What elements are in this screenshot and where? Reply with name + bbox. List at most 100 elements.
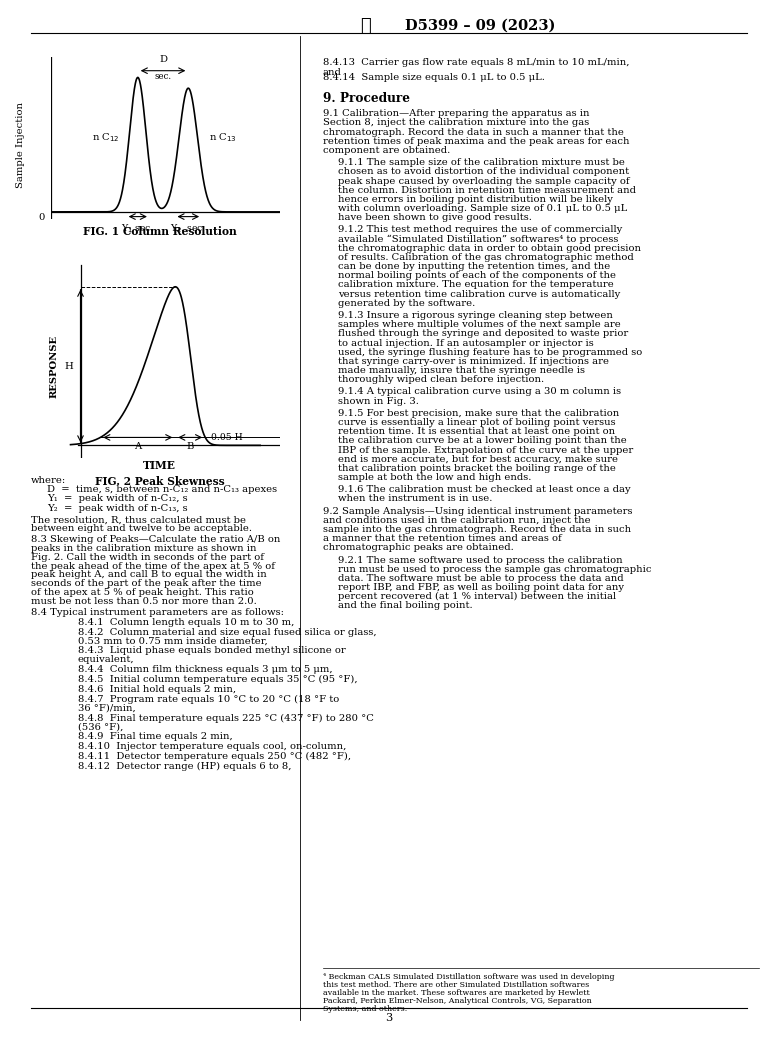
Text: curve is essentially a linear plot of boiling point versus: curve is essentially a linear plot of bo…: [338, 418, 616, 427]
Text: 0: 0: [38, 212, 45, 222]
Text: run must be used to process the sample gas chromatographic: run must be used to process the sample g…: [338, 565, 652, 574]
Text: Y$_1$ sec.: Y$_1$ sec.: [121, 223, 154, 235]
Text: H: H: [64, 361, 73, 371]
Text: versus retention time calibration curve is automatically: versus retention time calibration curve …: [338, 289, 621, 299]
Text: made manually, insure that the syringe needle is: made manually, insure that the syringe n…: [338, 366, 585, 375]
Text: 9.1.6 The calibration must be checked at least once a day: 9.1.6 The calibration must be checked at…: [338, 485, 631, 494]
Text: thoroughly wiped clean before injection.: thoroughly wiped clean before injection.: [338, 375, 545, 384]
Text: 8.4.4  Column film thickness equals 3 μm to 5 μm,: 8.4.4 Column film thickness equals 3 μm …: [78, 665, 332, 675]
Text: and: and: [323, 68, 342, 77]
Text: normal boiling points of each of the components of the: normal boiling points of each of the com…: [338, 272, 616, 280]
Text: 9.1.3 Insure a rigorous syringe cleaning step between: 9.1.3 Insure a rigorous syringe cleaning…: [338, 311, 613, 320]
Text: available in the market. These softwares are marketed by Hewlett: available in the market. These softwares…: [323, 989, 590, 997]
Text: 9.1.4 A typical calibration curve using a 30 m column is: 9.1.4 A typical calibration curve using …: [338, 387, 622, 397]
Text: where:: where:: [31, 476, 66, 485]
Text: this test method. There are other Simulated Distillation softwares: this test method. There are other Simula…: [323, 981, 589, 989]
Text: FIG. 1 Column Resolution: FIG. 1 Column Resolution: [82, 226, 237, 237]
Text: 9. Procedure: 9. Procedure: [323, 92, 410, 104]
Text: Y₂  =  peak width of n-C₁₃, s: Y₂ = peak width of n-C₁₃, s: [47, 504, 187, 513]
Text: flushed through the syringe and deposited to waste prior: flushed through the syringe and deposite…: [338, 329, 629, 338]
Text: of results. Calibration of the gas chromatographic method: of results. Calibration of the gas chrom…: [338, 253, 634, 262]
Text: must be not less than 0.5 nor more than 2.0.: must be not less than 0.5 nor more than …: [31, 598, 257, 606]
Text: Y$_2$. sec.: Y$_2$. sec.: [170, 223, 206, 235]
Text: 8.4 Typical instrument parameters are as follows:: 8.4 Typical instrument parameters are as…: [31, 608, 284, 617]
Text: retention time. It is essential that at least one point on: retention time. It is essential that at …: [338, 427, 615, 436]
Text: available “Simulated Distillation” softwares⁴ to process: available “Simulated Distillation” softw…: [338, 234, 619, 244]
Text: (536 °F),: (536 °F),: [78, 722, 123, 732]
Text: IBP of the sample. Extrapolation of the curve at the upper: IBP of the sample. Extrapolation of the …: [338, 446, 633, 455]
Text: used, the syringe flushing feature has to be programmed so: used, the syringe flushing feature has t…: [338, 348, 643, 357]
Text: generated by the software.: generated by the software.: [338, 299, 475, 308]
Text: Sample Injection: Sample Injection: [16, 102, 25, 187]
Text: n C$_{13}$: n C$_{13}$: [209, 131, 237, 145]
Text: Fig. 2. Call the width in seconds of the part of: Fig. 2. Call the width in seconds of the…: [31, 553, 264, 562]
Text: n C$_{12}$: n C$_{12}$: [92, 131, 119, 145]
Text: when the instrument is in use.: when the instrument is in use.: [338, 494, 492, 504]
Text: that calibration points bracket the boiling range of the: that calibration points bracket the boil…: [338, 464, 616, 473]
Text: end is more accurate, but for best accuracy, make sure: end is more accurate, but for best accur…: [338, 455, 619, 463]
Text: Y₁  =  peak width of n-C₁₂, s: Y₁ = peak width of n-C₁₂, s: [47, 494, 187, 504]
Text: sample at both the low and high ends.: sample at both the low and high ends.: [338, 473, 532, 482]
Text: FIG. 2 Peak Skewness: FIG. 2 Peak Skewness: [95, 476, 224, 487]
Text: shown in Fig. 3.: shown in Fig. 3.: [338, 397, 419, 406]
Text: 8.4.6  Initial hold equals 2 min,: 8.4.6 Initial hold equals 2 min,: [78, 685, 236, 694]
Text: peaks in the calibration mixture as shown in: peaks in the calibration mixture as show…: [31, 543, 257, 553]
Text: a manner that the retention times and areas of: a manner that the retention times and ar…: [323, 534, 562, 543]
Text: equivalent,: equivalent,: [78, 656, 135, 664]
Text: calibration mixture. The equation for the temperature: calibration mixture. The equation for th…: [338, 280, 614, 289]
Text: B: B: [187, 441, 194, 451]
Text: 8.4.1  Column length equals 10 m to 30 m,: 8.4.1 Column length equals 10 m to 30 m,: [78, 618, 294, 627]
Text: samples where multiple volumes of the next sample are: samples where multiple volumes of the ne…: [338, 321, 621, 329]
Text: 8.4.13  Carrier gas flow rate equals 8 mL/min to 10 mL/min,: 8.4.13 Carrier gas flow rate equals 8 mL…: [323, 58, 629, 68]
Text: 3: 3: [385, 1013, 393, 1023]
Text: 8.4.2  Column material and size equal fused silica or glass,: 8.4.2 Column material and size equal fus…: [78, 628, 377, 637]
Text: 8.3 Skewing of Peaks—Calculate the ratio A/B on: 8.3 Skewing of Peaks—Calculate the ratio…: [31, 535, 281, 544]
Text: the column. Distortion in retention time measurement and: the column. Distortion in retention time…: [338, 185, 636, 195]
Text: sec.: sec.: [155, 72, 172, 81]
Text: ⁴ Beckman CALS Simulated Distillation software was used in developing: ⁴ Beckman CALS Simulated Distillation so…: [323, 973, 615, 982]
Text: 8.4.14  Sample size equals 0.1 μL to 0.5 μL.: 8.4.14 Sample size equals 0.1 μL to 0.5 …: [323, 73, 545, 82]
Text: 8.4.8  Final temperature equals 225 °C (437 °F) to 280 °C: 8.4.8 Final temperature equals 225 °C (4…: [78, 714, 373, 722]
Text: chromatograph. Record the data in such a manner that the: chromatograph. Record the data in such a…: [323, 128, 624, 136]
Text: hence errors in boiling point distribution will be likely: hence errors in boiling point distributi…: [338, 195, 613, 204]
Text: 8.4.12  Detector range (HP) equals 6 to 8,: 8.4.12 Detector range (HP) equals 6 to 8…: [78, 762, 291, 771]
Text: seconds of the part of the peak after the time: seconds of the part of the peak after th…: [31, 580, 261, 588]
Text: can be done by inputting the retention times, and the: can be done by inputting the retention t…: [338, 262, 611, 271]
Text: that syringe carry-over is minimized. If injections are: that syringe carry-over is minimized. If…: [338, 357, 609, 365]
Text: 9.1.2 This test method requires the use of commercially: 9.1.2 This test method requires the use …: [338, 226, 622, 234]
Text: between eight and twelve to be acceptable.: between eight and twelve to be acceptabl…: [31, 525, 252, 533]
Text: 0.05 H: 0.05 H: [211, 433, 243, 442]
Text: RESPONSE: RESPONSE: [50, 334, 59, 398]
Text: percent recovered (at 1 % interval) between the initial: percent recovered (at 1 % interval) betw…: [338, 592, 616, 602]
Text: sample into the gas chromatograph. Record the data in such: sample into the gas chromatograph. Recor…: [323, 525, 631, 534]
Text: 8.4.3  Liquid phase equals bonded methyl silicone or: 8.4.3 Liquid phase equals bonded methyl …: [78, 646, 345, 656]
Text: and conditions used in the calibration run, inject the: and conditions used in the calibration r…: [323, 516, 591, 525]
Text: chromatographic peaks are obtained.: chromatographic peaks are obtained.: [323, 543, 513, 553]
Text: Ⓐ: Ⓐ: [360, 17, 371, 35]
Text: have been shown to give good results.: have been shown to give good results.: [338, 213, 532, 222]
Text: Packard, Perkin Elmer-Nelson, Analytical Controls, VG, Separation: Packard, Perkin Elmer-Nelson, Analytical…: [323, 997, 591, 1005]
Text: the peak ahead of the time of the apex at 5 % of: the peak ahead of the time of the apex a…: [31, 562, 275, 570]
Text: component are obtained.: component are obtained.: [323, 146, 450, 155]
Text: 8.4.7  Program rate equals 10 °C to 20 °C (18 °F to: 8.4.7 Program rate equals 10 °C to 20 °C…: [78, 695, 339, 704]
Text: report IBP, and FBP, as well as boiling point data for any: report IBP, and FBP, as well as boiling …: [338, 583, 625, 592]
Text: chosen as to avoid distortion of the individual component: chosen as to avoid distortion of the ind…: [338, 168, 629, 176]
Text: D: D: [159, 55, 167, 64]
Text: 8.4.10  Injector temperature equals cool, on-column,: 8.4.10 Injector temperature equals cool,…: [78, 742, 346, 752]
Text: with column overloading. Sample size of 0.1 μL to 0.5 μL: with column overloading. Sample size of …: [338, 204, 628, 213]
Text: peak shape caused by overloading the sample capacity of: peak shape caused by overloading the sam…: [338, 177, 630, 185]
Text: 8.4.11  Detector temperature equals 250 °C (482 °F),: 8.4.11 Detector temperature equals 250 °…: [78, 753, 351, 761]
Text: 0.53 mm to 0.75 mm inside diameter,: 0.53 mm to 0.75 mm inside diameter,: [78, 637, 268, 645]
Text: 8.4.9  Final time equals 2 min,: 8.4.9 Final time equals 2 min,: [78, 733, 233, 741]
Text: 36 °F)/min,: 36 °F)/min,: [78, 704, 135, 713]
Text: D5399 – 09 (2023): D5399 – 09 (2023): [405, 19, 555, 33]
Text: data. The software must be able to process the data and: data. The software must be able to proce…: [338, 574, 624, 583]
Text: D  =  time, s, between n-C₁₂ and n-C₁₃ apexes: D = time, s, between n-C₁₂ and n-C₁₃ ape…: [47, 485, 277, 494]
Text: 8.4.5  Initial column temperature equals 35 °C (95 °F),: 8.4.5 Initial column temperature equals …: [78, 676, 357, 684]
Text: The resolution, R, thus calculated must be: The resolution, R, thus calculated must …: [31, 515, 246, 525]
Text: 9.1.5 For best precision, make sure that the calibration: 9.1.5 For best precision, make sure that…: [338, 409, 620, 417]
Text: peak height A, and call B to equal the width in: peak height A, and call B to equal the w…: [31, 570, 267, 580]
Text: and the final boiling point.: and the final boiling point.: [338, 602, 473, 610]
Text: the chromatographic data in order to obtain good precision: the chromatographic data in order to obt…: [338, 244, 641, 253]
Text: of the apex at 5 % of peak height. This ratio: of the apex at 5 % of peak height. This …: [31, 588, 254, 598]
